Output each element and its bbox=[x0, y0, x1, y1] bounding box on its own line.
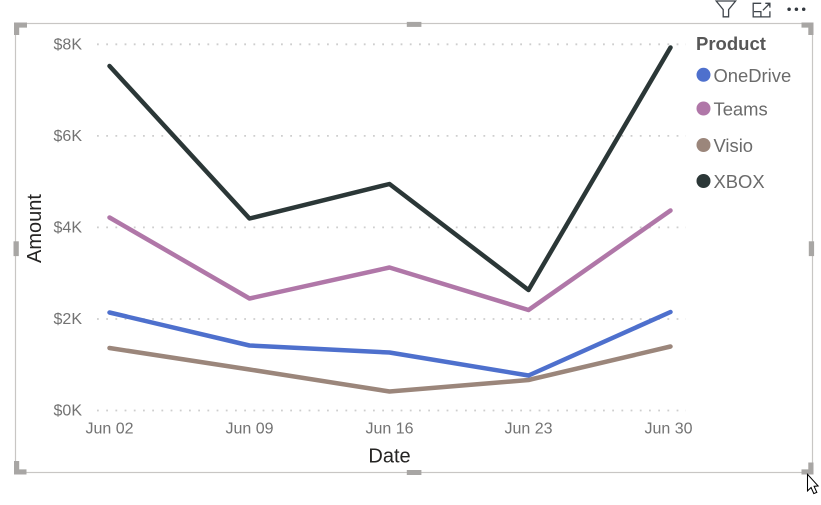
svg-text:OneDrive: OneDrive bbox=[714, 65, 792, 86]
svg-text:$8K: $8K bbox=[54, 37, 83, 54]
svg-text:XBOX: XBOX bbox=[714, 171, 765, 192]
svg-text:Product: Product bbox=[696, 33, 766, 54]
svg-text:Amount: Amount bbox=[24, 194, 46, 263]
svg-text:Jun 02: Jun 02 bbox=[85, 421, 133, 438]
svg-text:Date: Date bbox=[368, 446, 410, 468]
svg-text:$6K: $6K bbox=[54, 128, 83, 145]
svg-text:Teams: Teams bbox=[714, 99, 768, 120]
svg-text:$0K: $0K bbox=[54, 403, 83, 420]
svg-text:Jun 16: Jun 16 bbox=[365, 421, 413, 438]
svg-text:$4K: $4K bbox=[54, 220, 83, 237]
svg-text:Jun 30: Jun 30 bbox=[644, 421, 692, 438]
svg-text:Visio: Visio bbox=[714, 135, 754, 156]
svg-text:Jun 23: Jun 23 bbox=[504, 421, 552, 438]
svg-text:Jun 09: Jun 09 bbox=[225, 421, 273, 438]
svg-text:$2K: $2K bbox=[54, 311, 83, 328]
